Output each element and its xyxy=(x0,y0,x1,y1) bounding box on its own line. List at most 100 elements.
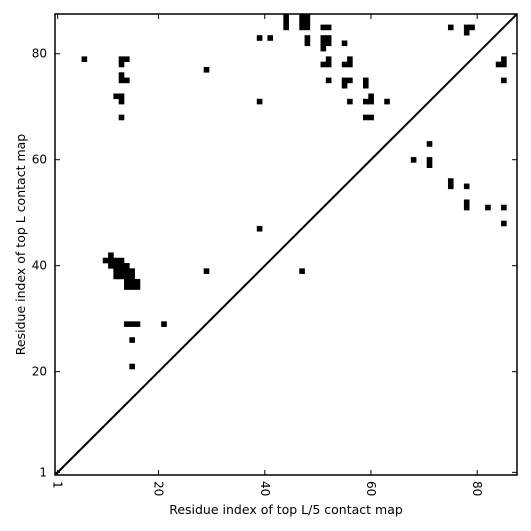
contact-cell xyxy=(124,268,130,274)
contact-cell xyxy=(320,61,327,68)
contact-cell xyxy=(304,24,311,31)
x-tick-label: 1 xyxy=(51,481,65,489)
contact-cell xyxy=(325,56,332,62)
contact-cell xyxy=(304,35,311,41)
contact-cell xyxy=(368,114,374,121)
contact-cell xyxy=(325,61,332,68)
contact-cell xyxy=(410,157,417,163)
y-axis-label: Residue index of top L contact map xyxy=(13,134,28,355)
contact-cell xyxy=(108,257,114,264)
x-tick-label: 60 xyxy=(364,481,378,496)
contact-cell xyxy=(124,278,130,285)
contact-cell xyxy=(341,77,348,84)
contact-cell xyxy=(113,93,120,100)
contact-cell xyxy=(299,19,305,25)
y-tick-label: 40 xyxy=(32,259,47,273)
contact-cell xyxy=(463,204,470,211)
axis-ticks xyxy=(55,14,517,475)
contact-cell xyxy=(203,268,210,274)
contact-cell xyxy=(304,40,311,47)
contact-cell xyxy=(304,19,311,25)
contact-cell xyxy=(129,284,135,290)
contact-cell xyxy=(161,321,167,327)
contact-cell xyxy=(299,268,305,274)
contact-cell xyxy=(124,284,130,290)
contact-cell xyxy=(501,204,507,211)
contact-cell xyxy=(256,35,263,41)
contact-cell xyxy=(447,178,454,184)
contact-cell xyxy=(118,98,125,105)
contact-cell xyxy=(325,40,332,47)
plot-frame xyxy=(54,13,518,476)
contact-cell xyxy=(124,321,130,327)
x-tick-label: 20 xyxy=(152,481,166,496)
contact-cell xyxy=(118,263,125,269)
contact-cell xyxy=(320,24,327,31)
contact-cell xyxy=(134,284,141,290)
contact-cell xyxy=(347,98,353,105)
contact-cell xyxy=(485,204,491,211)
contact-cell xyxy=(129,363,135,370)
contact-cell xyxy=(341,40,348,47)
contact-cell xyxy=(463,29,470,36)
contact-cell xyxy=(134,278,141,285)
contact-cell xyxy=(113,257,120,264)
contact-cell xyxy=(325,24,332,31)
contact-cell xyxy=(124,77,130,84)
diagonal-line xyxy=(54,13,518,476)
contact-cell xyxy=(501,220,507,227)
contact-cell xyxy=(256,98,263,105)
contact-cell xyxy=(129,321,135,327)
contact-cell xyxy=(363,82,369,89)
contact-cells xyxy=(81,14,507,370)
contact-cell xyxy=(341,82,348,89)
y-tick-label: 60 xyxy=(32,153,47,167)
contact-cell xyxy=(129,273,135,280)
contact-cell xyxy=(129,337,135,343)
contact-cell xyxy=(347,77,353,84)
contact-cell xyxy=(118,273,125,280)
contact-cell xyxy=(129,268,135,274)
contact-cell xyxy=(283,19,289,25)
contact-cell xyxy=(118,268,125,274)
contact-cell xyxy=(325,77,332,84)
contact-cell xyxy=(108,263,114,269)
y-tick-label: 80 xyxy=(32,47,47,61)
contact-cell xyxy=(102,257,109,264)
x-tick-label: 80 xyxy=(470,481,484,496)
axis-tick-labels: 1 20 40 60 80 1 20 40 60 80 xyxy=(32,47,484,497)
contact-cell xyxy=(124,56,130,62)
contact-cell xyxy=(267,35,274,41)
contact-cell xyxy=(347,61,353,68)
x-axis-label: Residue index of top L/5 contact map xyxy=(169,502,403,517)
contact-cell xyxy=(501,56,507,62)
contact-cell xyxy=(320,45,327,52)
contact-cell xyxy=(118,77,125,84)
contact-cell xyxy=(501,77,507,84)
contact-cell xyxy=(495,61,502,68)
contact-cell xyxy=(463,183,470,190)
contact-cell xyxy=(368,98,374,105)
contact-cell xyxy=(299,24,305,31)
contact-cell xyxy=(363,98,369,105)
contact-cell xyxy=(129,278,135,285)
contact-cell xyxy=(304,14,311,20)
contact-cell xyxy=(124,273,130,280)
contact-cell xyxy=(118,72,125,78)
contact-cell xyxy=(363,77,369,84)
x-tick-label: 40 xyxy=(258,481,272,496)
contact-cell xyxy=(426,157,433,163)
contact-cell xyxy=(320,40,327,47)
contact-cell xyxy=(256,225,263,232)
contact-cell xyxy=(118,114,125,121)
contact-cell xyxy=(384,98,390,105)
contact-cell xyxy=(81,56,88,62)
contact-cell xyxy=(283,14,289,20)
contact-cell xyxy=(368,93,374,100)
contact-cell xyxy=(320,35,327,41)
contact-cell xyxy=(325,35,332,41)
contact-cell xyxy=(118,93,125,100)
contact-cell xyxy=(501,61,507,68)
contact-cell xyxy=(426,162,433,168)
contact-cell xyxy=(447,24,454,31)
